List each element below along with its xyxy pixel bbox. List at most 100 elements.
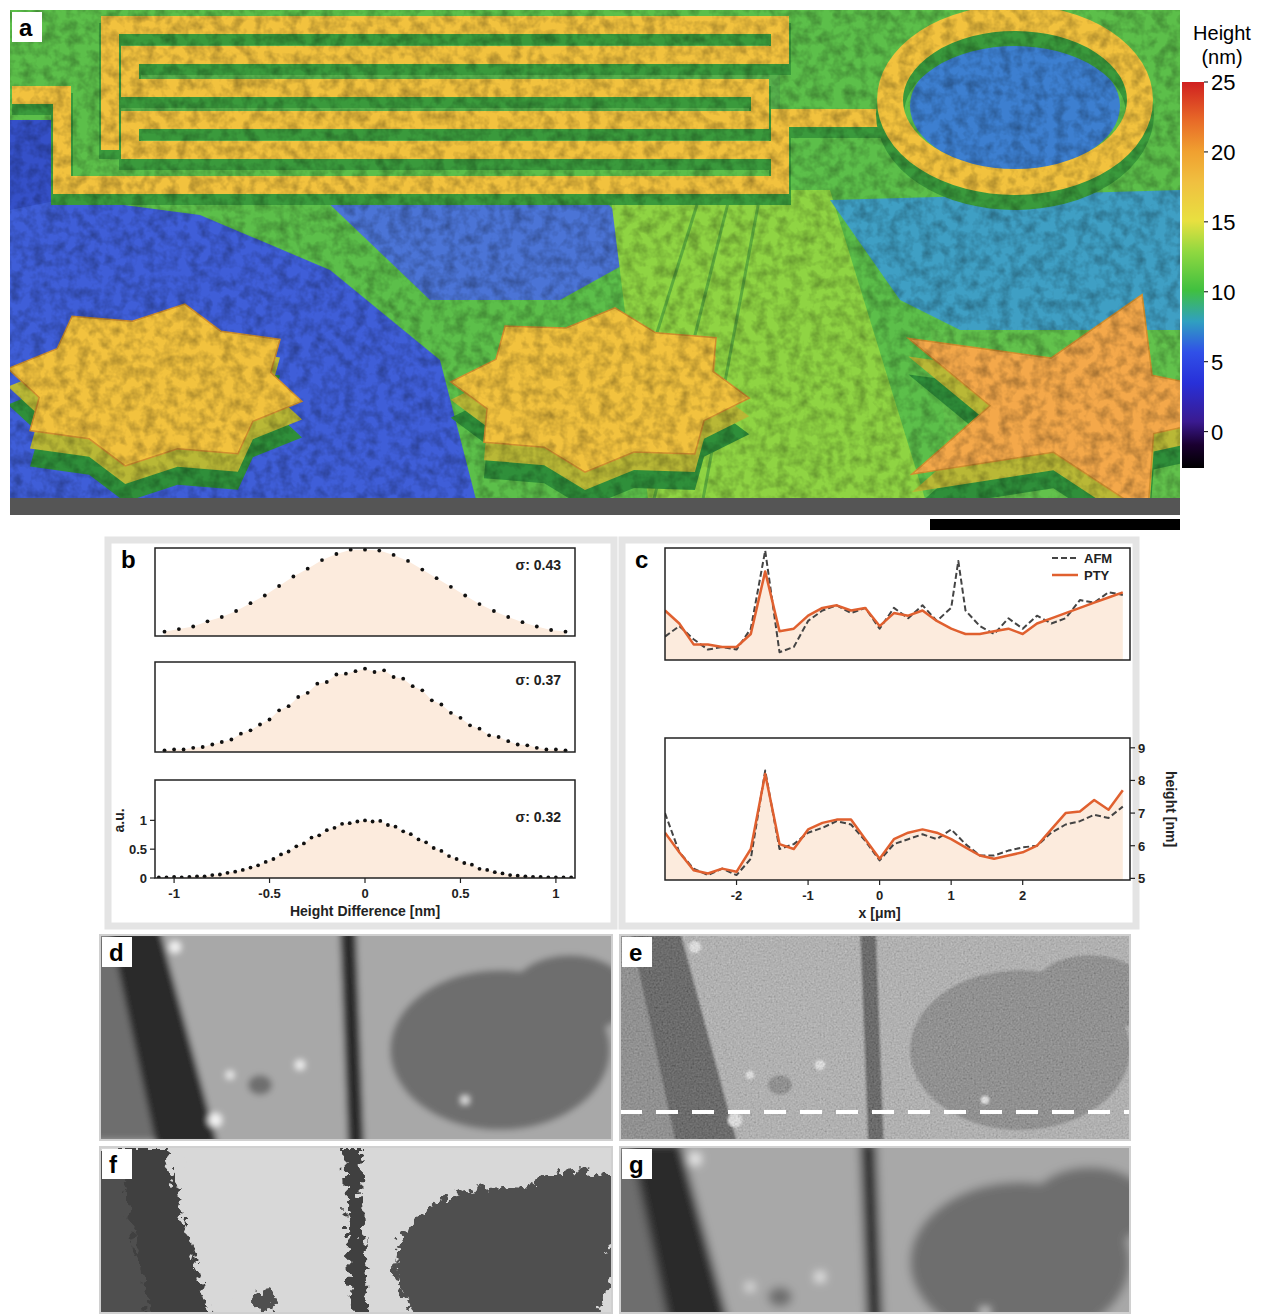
point: [344, 672, 348, 676]
point: [302, 842, 306, 846]
panel-box: [622, 540, 1136, 926]
frame: [155, 548, 575, 636]
y-axis-title: a.u.: [111, 808, 127, 832]
point: [401, 829, 405, 833]
image-region: [248, 1075, 272, 1095]
point: [508, 873, 512, 877]
frame: [665, 548, 1130, 660]
point: [394, 825, 398, 829]
x-tick-label: 0: [876, 888, 883, 903]
y-tick-label: 6: [1138, 839, 1145, 854]
point: [478, 727, 482, 731]
point: [306, 691, 310, 695]
x-tick-label: 2: [1019, 888, 1026, 903]
x-tick: [269, 878, 270, 883]
point: [392, 675, 396, 679]
point: [320, 558, 324, 562]
point: [516, 874, 520, 878]
colorbar-title-line: (nm): [1201, 46, 1242, 68]
y-tick: [1130, 780, 1135, 781]
panel-letter: d: [109, 939, 124, 966]
y-tick: [1130, 845, 1135, 846]
image-spot: [226, 1283, 234, 1291]
annotation: σ: 0.37: [516, 672, 562, 688]
image-panel: [620, 1147, 1130, 1313]
panel-letter-bg: [622, 937, 652, 967]
image-region: [510, 1167, 612, 1247]
point: [292, 575, 296, 579]
point: [430, 698, 434, 702]
point: [264, 860, 268, 864]
plot-area: [163, 548, 568, 636]
image-ground: [100, 935, 612, 1140]
point: [382, 668, 386, 672]
image-spot: [815, 1272, 825, 1282]
panel-letter-bg: [102, 1149, 132, 1179]
point: [335, 552, 339, 556]
point: [363, 667, 367, 671]
point: [417, 838, 421, 842]
point: [516, 743, 520, 747]
point: [258, 723, 262, 727]
area: [665, 774, 1123, 880]
image-line: [860, 1147, 884, 1313]
legend-label: PTY: [1084, 568, 1110, 583]
point: [296, 695, 300, 699]
point: [535, 625, 539, 629]
point: [411, 684, 415, 688]
image-noise: [620, 935, 1130, 1140]
point: [272, 857, 276, 861]
x-axis-title: Height Difference [nm]: [290, 903, 440, 919]
colorbar-tick-label: 0: [1211, 420, 1223, 445]
x-tick-label: 1: [948, 888, 955, 903]
profile-line: [620, 1110, 1130, 1114]
image-line: [340, 935, 364, 1140]
x-tick-label: -1: [802, 888, 814, 903]
point: [468, 723, 472, 727]
image-content: [620, 935, 1130, 1140]
y-axis-title: height [nm]: [1163, 771, 1179, 847]
point: [306, 567, 310, 571]
point: [210, 873, 214, 877]
x-tick: [364, 878, 365, 883]
point: [377, 549, 381, 553]
colorbar-tick-label: 10: [1211, 280, 1235, 305]
point: [378, 819, 382, 823]
point: [279, 853, 283, 857]
image-panel: [620, 935, 1130, 1140]
point: [335, 673, 339, 677]
image-panel: [100, 935, 612, 1140]
point: [268, 718, 272, 722]
area: [165, 550, 566, 636]
point: [249, 601, 253, 605]
point: [406, 559, 410, 563]
point: [206, 619, 210, 623]
panel-letter: f: [109, 1151, 118, 1178]
image-spot: [169, 1153, 181, 1165]
point: [277, 708, 281, 712]
colorbar-tick-label: 5: [1211, 350, 1223, 375]
point: [392, 553, 396, 557]
point: [449, 711, 453, 715]
point: [348, 821, 352, 825]
point: [525, 743, 529, 747]
panel-letter-bg: [622, 1149, 652, 1179]
legend-label: AFM: [1084, 551, 1112, 566]
panel-letter-bg: [12, 12, 42, 42]
image-content: [620, 1147, 1130, 1313]
colorbar-tick: [1204, 291, 1208, 292]
image-region: [510, 955, 612, 1035]
point: [249, 728, 253, 732]
y-tick-label: 8: [1138, 773, 1145, 788]
point: [501, 872, 505, 876]
legend-swatch: [1052, 557, 1078, 559]
point: [386, 823, 390, 827]
point: [363, 819, 367, 823]
image-frame: [100, 935, 612, 1140]
point: [287, 704, 291, 708]
area: [165, 669, 566, 752]
point: [191, 625, 195, 629]
point: [220, 615, 224, 619]
image-frame: [620, 935, 1130, 1140]
point: [492, 609, 496, 613]
